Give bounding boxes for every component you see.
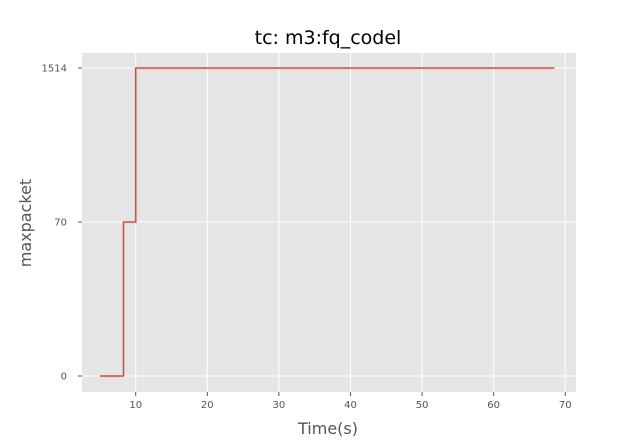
x-tick-label: 20: [201, 400, 214, 411]
x-tick-label: 70: [559, 400, 572, 411]
x-tick-label: 30: [273, 400, 286, 411]
y-axis-ticks: 0 70 1514: [42, 64, 82, 383]
series-line: [99, 67, 555, 377]
x-tick-label: 40: [344, 400, 357, 411]
y-tick-label: 70: [54, 218, 67, 229]
x-axis-ticks: 10 20 30 40 50 60 70: [129, 392, 572, 411]
y-axis-label: maxpacket: [16, 179, 35, 267]
x-tick-label: 10: [129, 400, 142, 411]
y-tick-label: 1514: [42, 64, 67, 75]
series-group: [99, 67, 555, 377]
x-axis-label: Time(s): [297, 419, 358, 438]
x-tick-label: 60: [487, 400, 500, 411]
x-tick-label: 50: [416, 400, 429, 411]
chart-title: tc: m3:fq_codel: [255, 27, 402, 49]
gridlines: [82, 53, 576, 392]
y-tick-label: 0: [61, 372, 67, 383]
